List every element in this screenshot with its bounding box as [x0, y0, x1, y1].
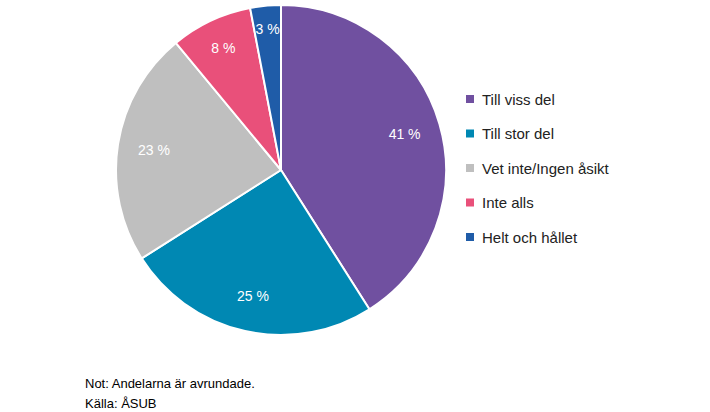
data-label: 23 %	[138, 142, 170, 158]
legend-swatch	[466, 233, 474, 241]
legend-swatch	[466, 199, 474, 207]
legend-label: Inte alls	[482, 194, 534, 211]
legend-label: Vet inte/Ingen åsikt	[482, 160, 610, 177]
legend-swatch	[466, 164, 474, 172]
data-label: 8 %	[211, 40, 235, 56]
data-label: 3 %	[256, 21, 280, 37]
annotation: Not: Andelarna är avrundade.	[85, 376, 255, 391]
slices	[116, 5, 446, 335]
legend-label: Till stor del	[482, 125, 554, 142]
chart: 41 % 25 % 23 % 8 % 3 % Till viss del Till stor…	[0, 0, 710, 412]
legend-label: Helt och hållet	[482, 229, 578, 246]
legend-label: Till viss del	[482, 91, 555, 108]
legend: Till viss del Till stor del Vet inte/Ingen…	[466, 91, 610, 246]
legend-swatch	[466, 95, 474, 103]
pie-slice	[250, 5, 281, 170]
data-label: 41 %	[389, 126, 421, 142]
annotation: Källa: ÅSUB	[85, 396, 157, 411]
legend-swatch	[466, 130, 474, 138]
data-label: 25 %	[237, 288, 269, 304]
annotations: Not: Andelarna är avrundade. Källa: ÅSUB	[85, 376, 255, 411]
data-labels: 41 % 25 % 23 % 8 % 3 %	[138, 21, 421, 304]
